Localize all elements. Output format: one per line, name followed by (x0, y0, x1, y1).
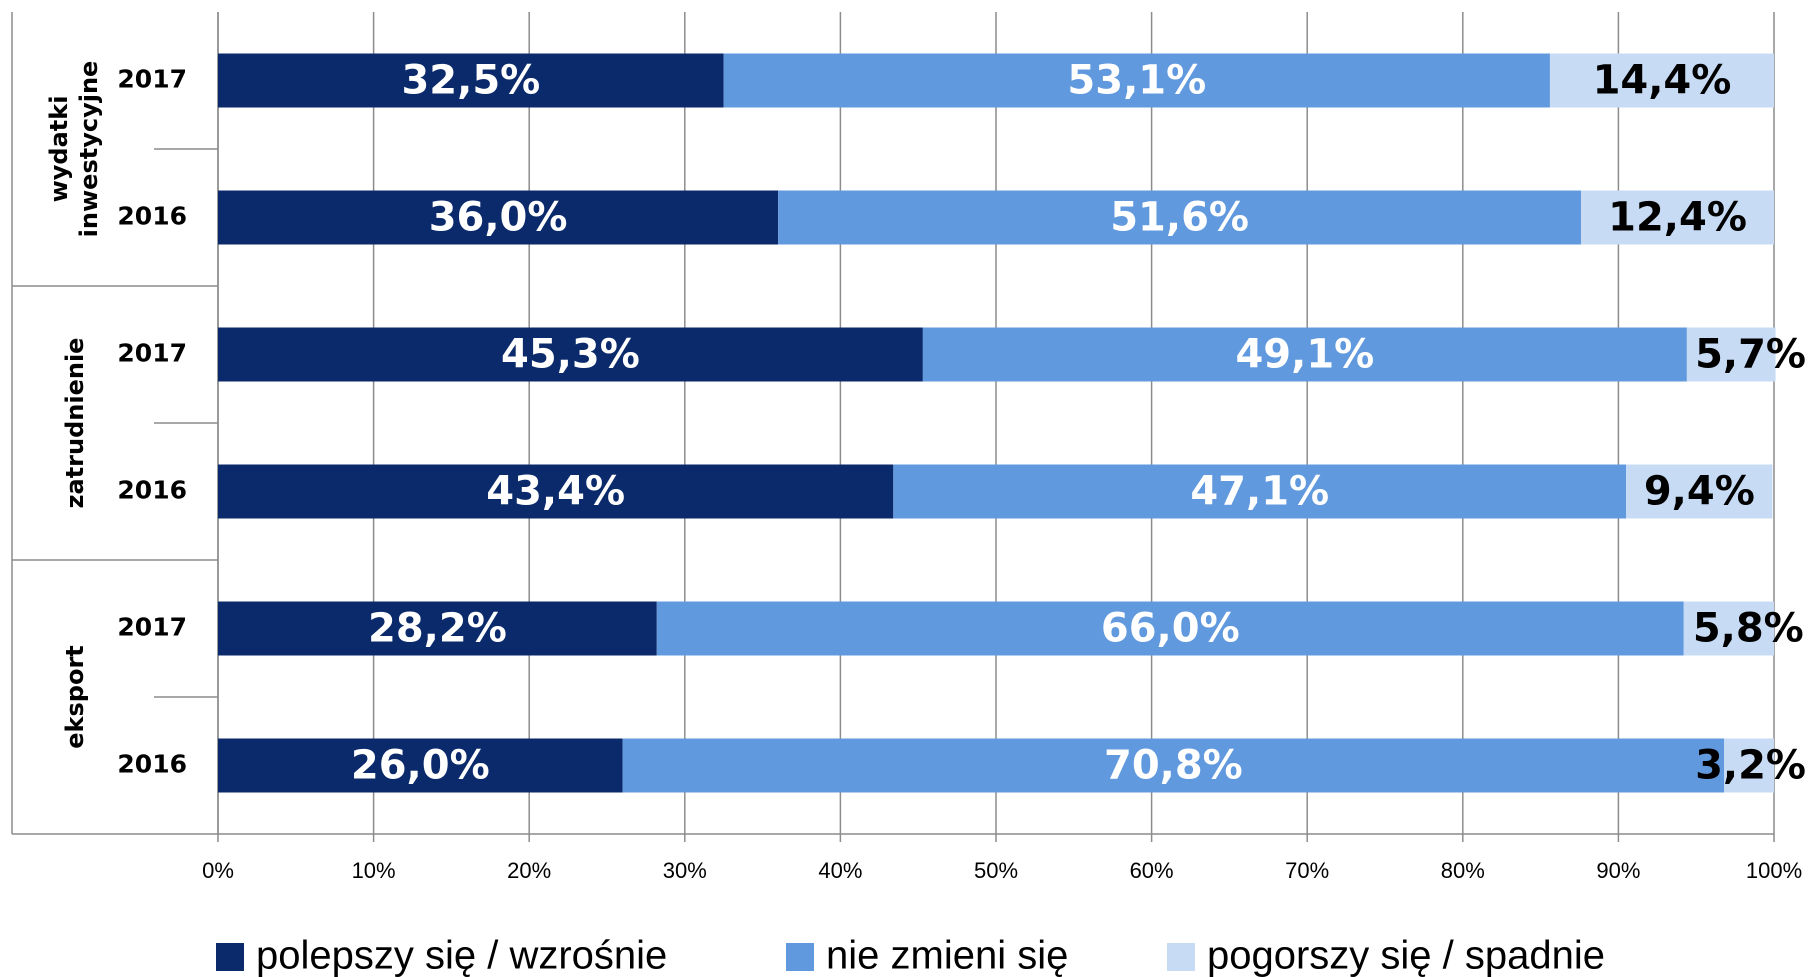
x-tick-label: 90% (1596, 858, 1640, 883)
data-label: 14,4% (1593, 58, 1732, 104)
bar-segment (218, 464, 894, 519)
y-tick-label: 2016 (117, 750, 187, 779)
bar-segment (1683, 601, 1774, 656)
bar-segment (656, 601, 1684, 656)
data-label: 9,4% (1644, 469, 1755, 515)
legend-swatch (1167, 943, 1195, 971)
data-label: 12,4% (1608, 195, 1747, 241)
data-label: 49,1% (1235, 332, 1374, 378)
x-tick-label: 60% (1130, 858, 1174, 883)
bar-segment (723, 53, 1550, 108)
legend-label: polepszy się / wzrośnie (256, 934, 667, 977)
legend-swatch (786, 943, 814, 971)
bar-segment (893, 464, 1627, 519)
bar-segment (778, 190, 1582, 245)
y-tick-label: 2017 (117, 339, 187, 368)
x-tick-label: 40% (818, 858, 862, 883)
bar-segment (218, 327, 923, 382)
y-tick-label: 2016 (117, 476, 187, 505)
bar-segment (1626, 464, 1773, 519)
group-label: eksport (61, 645, 89, 749)
group-label: wydatkiinwestycyjne (45, 61, 103, 238)
data-label: 66,0% (1101, 606, 1240, 652)
legend-swatch (216, 943, 244, 971)
data-label: 51,6% (1110, 195, 1249, 241)
data-label: 53,1% (1067, 58, 1206, 104)
bar-segment (922, 327, 1687, 382)
data-label: 5,7% (1695, 332, 1806, 378)
x-tick-label: 70% (1285, 858, 1329, 883)
bar-segment (218, 53, 724, 108)
x-tick-label: 10% (352, 858, 396, 883)
y-tick-label: 2016 (117, 202, 187, 231)
bar-segment (1724, 738, 1774, 793)
bar-segment (622, 738, 1725, 793)
data-label: 45,3% (501, 332, 640, 378)
x-tick-label: 0% (202, 858, 234, 883)
bar-segment (1686, 327, 1776, 382)
data-label: 5,8% (1693, 606, 1804, 652)
y-tick-label: 2017 (117, 65, 187, 94)
data-label: 43,4% (486, 469, 625, 515)
x-tick-label: 20% (507, 858, 551, 883)
x-tick-label: 50% (974, 858, 1018, 883)
bar-segment (1581, 190, 1774, 245)
group-label: zatrudnienie (61, 338, 89, 509)
data-label: 36,0% (429, 195, 568, 241)
data-label: 28,2% (368, 606, 507, 652)
data-label: 32,5% (401, 58, 540, 104)
legend-label: nie zmieni się (826, 934, 1068, 977)
legend-label: pogorszy się / spadnie (1207, 934, 1605, 977)
data-label: 3,2% (1695, 743, 1806, 789)
bar-segment (218, 738, 623, 793)
x-tick-label: 30% (663, 858, 707, 883)
bar-segment (1549, 53, 1774, 108)
y-tick-label: 2017 (117, 613, 187, 642)
bar-segment (218, 601, 657, 656)
x-tick-label: 80% (1441, 858, 1485, 883)
bar-segment (218, 190, 779, 245)
data-label: 70,8% (1104, 743, 1243, 789)
data-label: 47,1% (1190, 469, 1329, 515)
x-tick-label: 100% (1746, 858, 1802, 883)
data-label: 26,0% (351, 743, 490, 789)
